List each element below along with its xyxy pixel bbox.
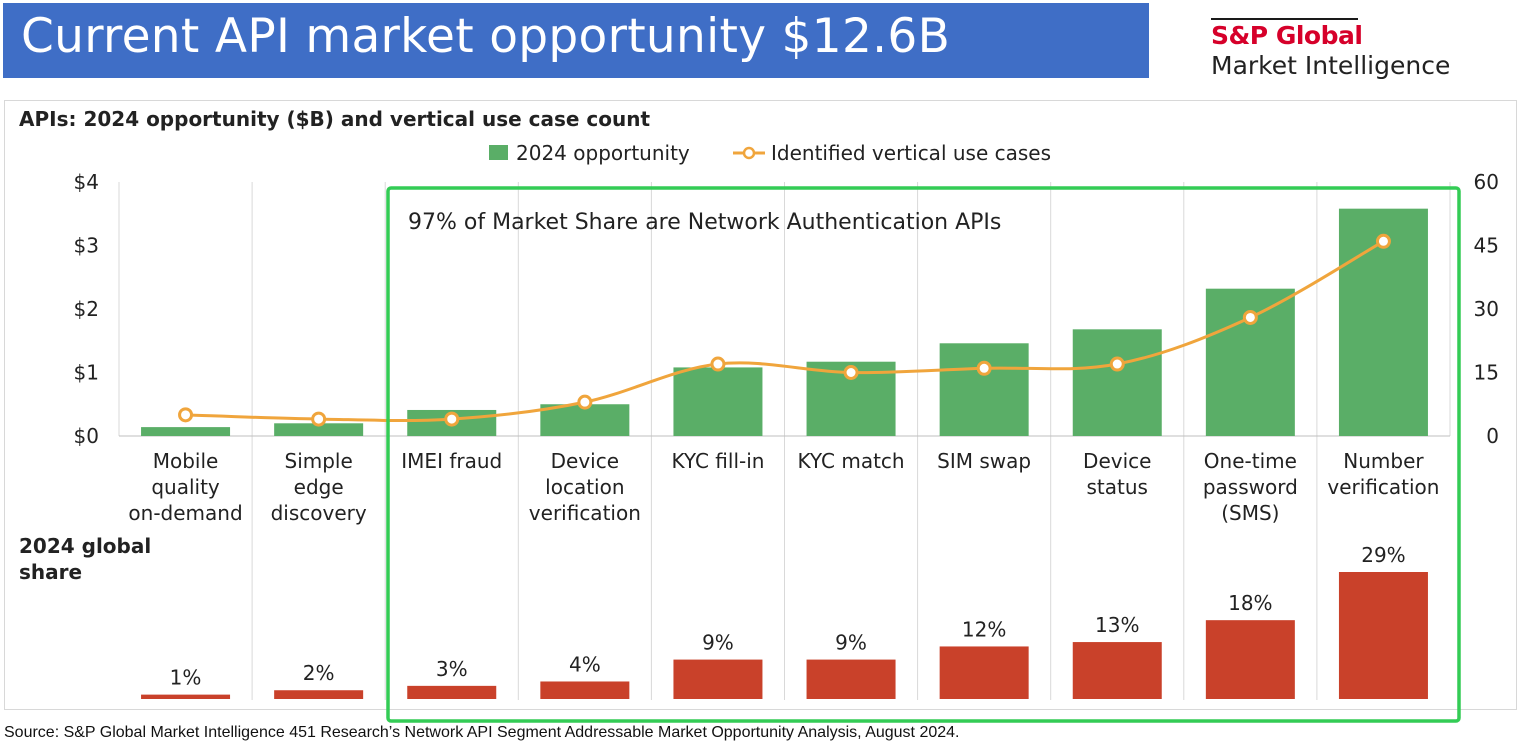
category-label: One-time bbox=[1204, 449, 1297, 473]
share-bar bbox=[1205, 620, 1295, 699]
y-left-tick-label: $2 bbox=[74, 297, 99, 321]
category-label: IMEI fraud bbox=[401, 449, 502, 473]
share-bar bbox=[407, 685, 497, 699]
y-left-tick-label: $3 bbox=[74, 234, 99, 258]
sp-global-logo: S&P Global Market Intelligence bbox=[1211, 18, 1473, 81]
share-label: 3% bbox=[436, 657, 468, 681]
category-label: edge bbox=[294, 475, 344, 499]
y-right-tick-label: 15 bbox=[1474, 361, 1499, 385]
share-bar bbox=[673, 659, 763, 699]
category-label: SIM swap bbox=[937, 449, 1031, 473]
category-label: verification bbox=[1327, 475, 1439, 499]
share-title: 2024 global bbox=[19, 534, 151, 558]
share-label: 12% bbox=[962, 617, 1006, 641]
legend-marker-use-cases bbox=[742, 146, 756, 160]
legend-label-opportunity: 2024 opportunity bbox=[516, 141, 690, 165]
y-right-tick-label: 30 bbox=[1474, 297, 1499, 321]
category-label: Device bbox=[1083, 449, 1151, 473]
share-title: share bbox=[19, 560, 82, 584]
category-label: Mobile bbox=[153, 449, 219, 473]
chart-title: APIs: 2024 opportunity ($B) and vertical… bbox=[19, 107, 650, 131]
source-note: Source: S&P Global Market Intelligence 4… bbox=[4, 724, 960, 741]
category-label: discovery bbox=[271, 501, 367, 525]
y-left-tick-label: $1 bbox=[74, 361, 99, 385]
legend-label-use-cases: Identified vertical use cases bbox=[771, 141, 1051, 165]
share-label: 18% bbox=[1228, 591, 1272, 615]
opportunity-bar bbox=[939, 343, 1029, 436]
y-right-tick-label: 0 bbox=[1486, 424, 1499, 448]
share-bar bbox=[141, 694, 231, 699]
share-label: 13% bbox=[1095, 613, 1139, 637]
share-bar bbox=[939, 646, 1029, 699]
logo-rule bbox=[1211, 18, 1358, 20]
category-label: KYC fill-in bbox=[671, 449, 764, 473]
y-left-tick-label: $4 bbox=[74, 170, 99, 194]
legend-swatch-opportunity bbox=[489, 145, 508, 160]
category-label: KYC match bbox=[797, 449, 904, 473]
category-label: Number bbox=[1343, 449, 1424, 473]
use-cases-point bbox=[710, 356, 726, 372]
category-label: Simple bbox=[285, 449, 353, 473]
opportunity-bar bbox=[274, 423, 364, 436]
page-title: Current API market opportunity $12.6B bbox=[21, 9, 951, 64]
share-label: 1% bbox=[170, 666, 202, 690]
share-bar bbox=[540, 681, 630, 699]
logo-subbrand: Market Intelligence bbox=[1211, 51, 1451, 80]
use-cases-point bbox=[444, 411, 460, 427]
use-cases-point bbox=[843, 365, 859, 380]
use-cases-point bbox=[1242, 309, 1258, 325]
use-cases-point bbox=[1109, 356, 1125, 372]
y-right-tick-label: 60 bbox=[1474, 170, 1499, 194]
category-label: Device bbox=[551, 449, 619, 473]
share-bar bbox=[1338, 572, 1428, 699]
opportunity-bar bbox=[141, 427, 231, 436]
use-cases-point bbox=[577, 394, 593, 410]
category-label: quality bbox=[151, 475, 220, 499]
share-bar bbox=[806, 659, 896, 699]
use-cases-point bbox=[1375, 233, 1391, 249]
use-cases-point bbox=[178, 407, 194, 423]
logo-brand: S&P Global bbox=[1211, 21, 1363, 50]
share-label: 9% bbox=[835, 631, 867, 655]
use-cases-point bbox=[976, 360, 992, 376]
share-label: 9% bbox=[702, 631, 734, 655]
use-cases-point bbox=[311, 411, 327, 427]
share-label: 4% bbox=[569, 652, 601, 676]
category-label: password bbox=[1203, 475, 1298, 499]
category-label: on-demand bbox=[128, 501, 242, 525]
chart-frame bbox=[4, 100, 1517, 710]
category-label: location bbox=[545, 475, 624, 499]
opportunity-bar bbox=[1072, 329, 1162, 436]
y-right-tick-label: 45 bbox=[1474, 234, 1499, 258]
highlight-annotation: 97% of Market Share are Network Authenti… bbox=[408, 210, 1001, 235]
opportunity-bar bbox=[673, 367, 763, 436]
share-label: 2% bbox=[303, 661, 335, 685]
share-bar bbox=[1072, 642, 1162, 699]
category-label: verification bbox=[529, 501, 641, 525]
title-banner: Current API market opportunity $12.6B bbox=[3, 3, 1149, 78]
share-bar bbox=[274, 690, 364, 699]
y-left-tick-label: $0 bbox=[74, 424, 99, 448]
network-auth-highlight-box bbox=[386, 186, 1461, 723]
category-label: (SMS) bbox=[1221, 501, 1279, 525]
share-label: 29% bbox=[1361, 543, 1405, 567]
category-label: status bbox=[1087, 475, 1148, 499]
